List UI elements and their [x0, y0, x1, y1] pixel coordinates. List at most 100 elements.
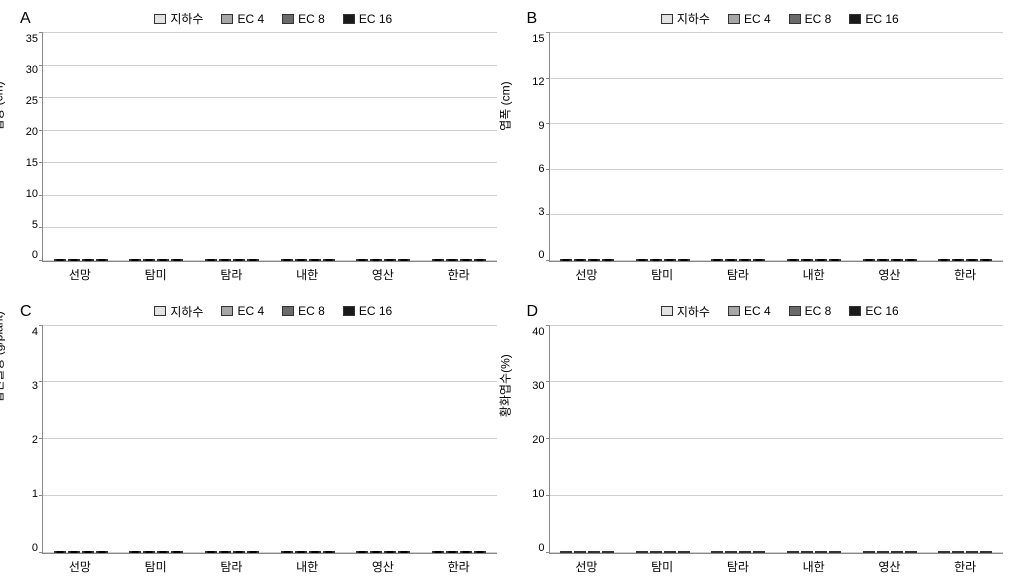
- legend-label: EC 4: [237, 304, 264, 318]
- legend-label: 지하수: [677, 10, 710, 27]
- legend-swatch: [282, 14, 294, 24]
- bar: [474, 551, 486, 553]
- legend-swatch: [661, 306, 673, 316]
- bar-group: [281, 259, 335, 261]
- bar: [295, 551, 307, 553]
- chart-area: 엽건물중 (g/plant)43210: [10, 326, 497, 555]
- bar: [171, 551, 183, 553]
- bar: [384, 259, 396, 261]
- legend-label: EC 16: [865, 304, 898, 318]
- bar: [678, 551, 690, 553]
- bar: [787, 259, 799, 261]
- legend-swatch: [728, 306, 740, 316]
- bar-group: [863, 551, 917, 553]
- panel-d: D지하수EC 4EC 8EC 16황화엽수(%)403020100선망탐미탐라내…: [517, 303, 1004, 576]
- bar-group: [129, 259, 183, 261]
- bar: [650, 259, 662, 261]
- y-tick-label: 40: [532, 326, 544, 338]
- bar: [384, 551, 396, 553]
- y-tick-label: 2: [32, 434, 38, 446]
- legend-label: EC 4: [744, 12, 771, 26]
- x-tick-label: 선망: [575, 558, 597, 575]
- legend-label: EC 8: [298, 304, 325, 318]
- chart-area: 엽폭 (cm)15129630: [517, 33, 1004, 262]
- bar-group: [711, 259, 765, 261]
- legend-item: EC 4: [221, 10, 264, 27]
- legend: 지하수EC 4EC 8EC 16: [557, 10, 1004, 27]
- bar: [323, 551, 335, 553]
- bar-group: [560, 551, 614, 553]
- bar: [725, 259, 737, 261]
- bar: [815, 551, 827, 553]
- chart-grid: A지하수EC 4EC 8EC 16엽장 (cm)35302520151050선망…: [10, 10, 1003, 575]
- bar-groups: [550, 326, 1004, 554]
- bar-group: [938, 551, 992, 553]
- legend-label: 지하수: [170, 10, 203, 27]
- x-tick-label: 내한: [296, 558, 318, 575]
- bar: [980, 551, 992, 553]
- bar: [446, 551, 458, 553]
- y-tick-label: 3: [32, 380, 38, 392]
- bar: [711, 259, 723, 261]
- bar-group: [356, 259, 410, 261]
- bar: [725, 551, 737, 553]
- legend-label: EC 4: [744, 304, 771, 318]
- bar: [233, 551, 245, 553]
- legend-label: 지하수: [677, 303, 710, 320]
- bar: [636, 551, 648, 553]
- bar: [980, 259, 992, 261]
- x-axis-labels: 선망탐미탐라내한영산한라: [10, 266, 497, 283]
- bar-group: [560, 259, 614, 261]
- bar: [560, 259, 572, 261]
- bar: [143, 259, 155, 261]
- bar: [398, 551, 410, 553]
- bar: [96, 551, 108, 553]
- y-tick-label: 0: [32, 249, 38, 261]
- x-tick-label: 탐라: [727, 558, 749, 575]
- y-tick-label: 15: [532, 33, 544, 45]
- bar: [247, 551, 259, 553]
- y-axis: 황화엽수(%)403020100: [517, 326, 549, 555]
- bar: [398, 259, 410, 261]
- bar: [129, 551, 141, 553]
- legend-item: 지하수: [661, 10, 710, 27]
- bar: [574, 551, 586, 553]
- bar: [966, 551, 978, 553]
- bar: [815, 259, 827, 261]
- y-tick-label: 10: [26, 188, 38, 200]
- legend-item: EC 8: [282, 303, 325, 320]
- y-tick-label: 0: [32, 542, 38, 554]
- y-tick-label: 6: [538, 163, 544, 175]
- legend-label: EC 16: [359, 12, 392, 26]
- bar-group: [863, 259, 917, 261]
- x-tick-label: 선망: [69, 266, 91, 283]
- plot-area: [549, 326, 1004, 555]
- y-axis-label: 엽건물중 (g/plant): [0, 311, 7, 403]
- y-tick-label: 25: [26, 95, 38, 107]
- bar: [370, 259, 382, 261]
- x-axis-labels: 선망탐미탐라내한영산한라: [517, 266, 1004, 283]
- panel-c: C지하수EC 4EC 8EC 16엽건물중 (g/plant)43210선망탐미…: [10, 303, 497, 576]
- chart-area: 엽장 (cm)35302520151050: [10, 33, 497, 262]
- bar-group: [356, 551, 410, 553]
- bar-groups: [43, 326, 497, 554]
- y-tick-label: 10: [532, 488, 544, 500]
- bar: [905, 551, 917, 553]
- y-tick-label: 12: [532, 76, 544, 88]
- bar-group: [54, 259, 108, 261]
- legend-item: EC 16: [849, 303, 898, 320]
- bar-group: [787, 551, 841, 553]
- x-tick-label: 내한: [803, 266, 825, 283]
- panel-label: B: [527, 10, 538, 28]
- bar: [370, 551, 382, 553]
- bar: [157, 259, 169, 261]
- legend-item: EC 16: [343, 303, 392, 320]
- x-tick-label: 내한: [803, 558, 825, 575]
- x-tick-label: 탐미: [145, 558, 167, 575]
- legend-swatch: [343, 306, 355, 316]
- legend-swatch: [282, 306, 294, 316]
- legend: 지하수EC 4EC 8EC 16: [50, 10, 497, 27]
- x-axis-labels: 선망탐미탐라내한영산한라: [517, 558, 1004, 575]
- x-tick-label: 탐라: [220, 558, 242, 575]
- bar-groups: [550, 33, 1004, 261]
